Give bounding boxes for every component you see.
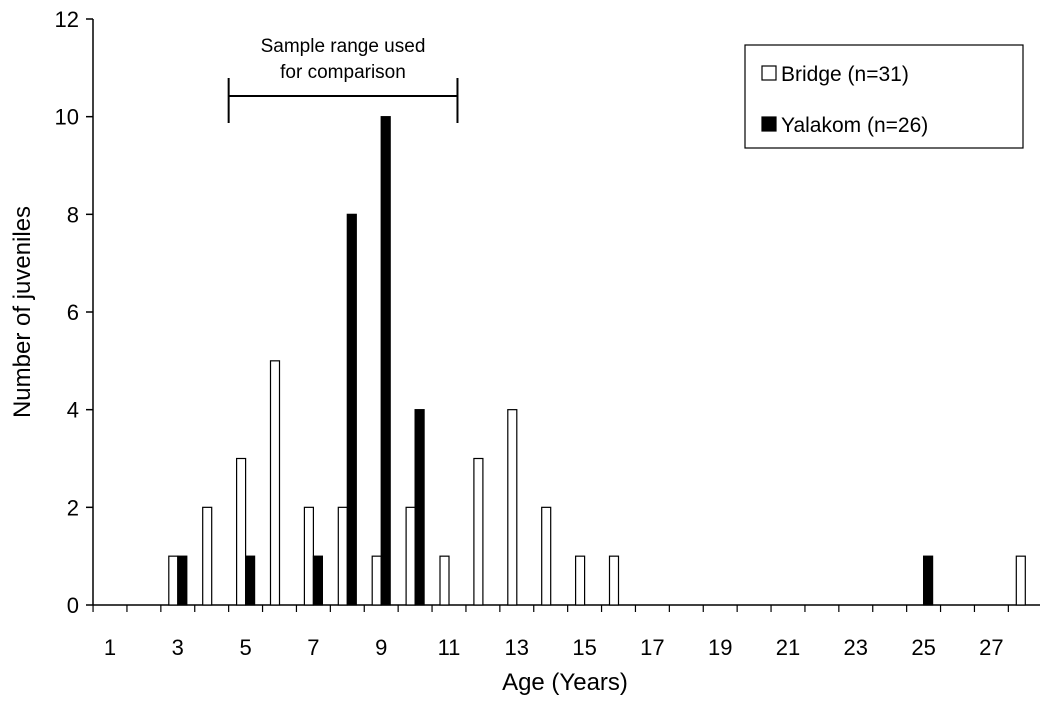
bar-bridge	[608, 555, 620, 606]
y-tick-label: 2	[67, 495, 79, 520]
x-tick-label: 9	[375, 635, 387, 660]
annotation-line-1: Sample range used	[261, 36, 426, 57]
bar-bridge	[473, 457, 484, 606]
x-tick-label: 25	[911, 635, 935, 660]
y-tick-label: 8	[67, 202, 79, 227]
y-tick-label: 12	[55, 7, 79, 32]
x-tick-label: 3	[172, 635, 184, 660]
bar-bridge	[439, 555, 450, 606]
legend: Bridge (n=31) Yalakom (n=26)	[744, 44, 1024, 149]
bar-bridge	[236, 457, 247, 606]
x-tick-label: 13	[505, 635, 529, 660]
x-tick-label: 21	[776, 635, 800, 660]
y-axis: 0 2 4 6 8 10 12	[55, 7, 94, 618]
x-tick-label: 23	[844, 635, 868, 660]
y-tick-label: 10	[55, 105, 79, 130]
y-tick-label: 0	[67, 593, 79, 618]
x-ticks: 1 3 5 7 9 11 13 15 17 19 21 23 25 27	[92, 605, 1009, 660]
y-ticks: 0 2 4 6 8 10 12	[55, 7, 93, 618]
x-tick-label: 19	[708, 635, 732, 660]
x-tick-label: 27	[979, 635, 1003, 660]
bar-bridge	[574, 555, 586, 606]
legend-box	[744, 44, 1024, 149]
bar-bridge	[1015, 555, 1026, 606]
legend-label-bridge: Bridge (n=31)	[781, 63, 909, 86]
bars	[168, 116, 1026, 606]
x-tick-label: 11	[438, 635, 461, 660]
bar-yalakom	[346, 213, 357, 606]
x-tick-label: 17	[640, 635, 664, 660]
bar-bridge	[202, 506, 213, 606]
y-axis-title: Number of juveniles	[9, 206, 36, 418]
x-axis-title: Age (Years)	[502, 669, 628, 696]
bar-bridge	[541, 506, 552, 606]
x-tick-label: 15	[572, 635, 596, 660]
bar-yalakom	[922, 555, 934, 606]
bar-bridge	[337, 506, 348, 606]
bar-bridge	[303, 506, 314, 606]
bar-bridge	[371, 555, 382, 606]
bar-yalakom	[312, 555, 323, 606]
x-tick-label: 7	[307, 635, 319, 660]
x-axis: 1 3 5 7 9 11 13 15 17 19 21 23 25 27	[92, 604, 1040, 660]
bar-yalakom	[414, 409, 425, 606]
bar-bridge	[269, 360, 281, 606]
x-tick-label: 5	[239, 635, 251, 660]
bar-yalakom	[245, 555, 256, 606]
x-tick-label: 1	[104, 635, 116, 660]
bar-yalakom	[380, 116, 391, 606]
y-tick-label: 6	[67, 300, 79, 325]
annotation-line-2: for comparison	[280, 62, 406, 83]
legend-swatch-bridge	[761, 65, 777, 81]
legend-label-yalakom: Yalakom (n=26)	[781, 114, 928, 137]
comparison-annotation: Sample range used for comparison	[227, 36, 459, 123]
bar-bridge	[405, 506, 416, 606]
bar-bridge	[507, 409, 518, 606]
legend-swatch-yalakom	[761, 116, 777, 132]
bar-yalakom	[177, 555, 188, 606]
bar-bridge	[168, 555, 179, 606]
y-tick-label: 4	[67, 398, 79, 423]
